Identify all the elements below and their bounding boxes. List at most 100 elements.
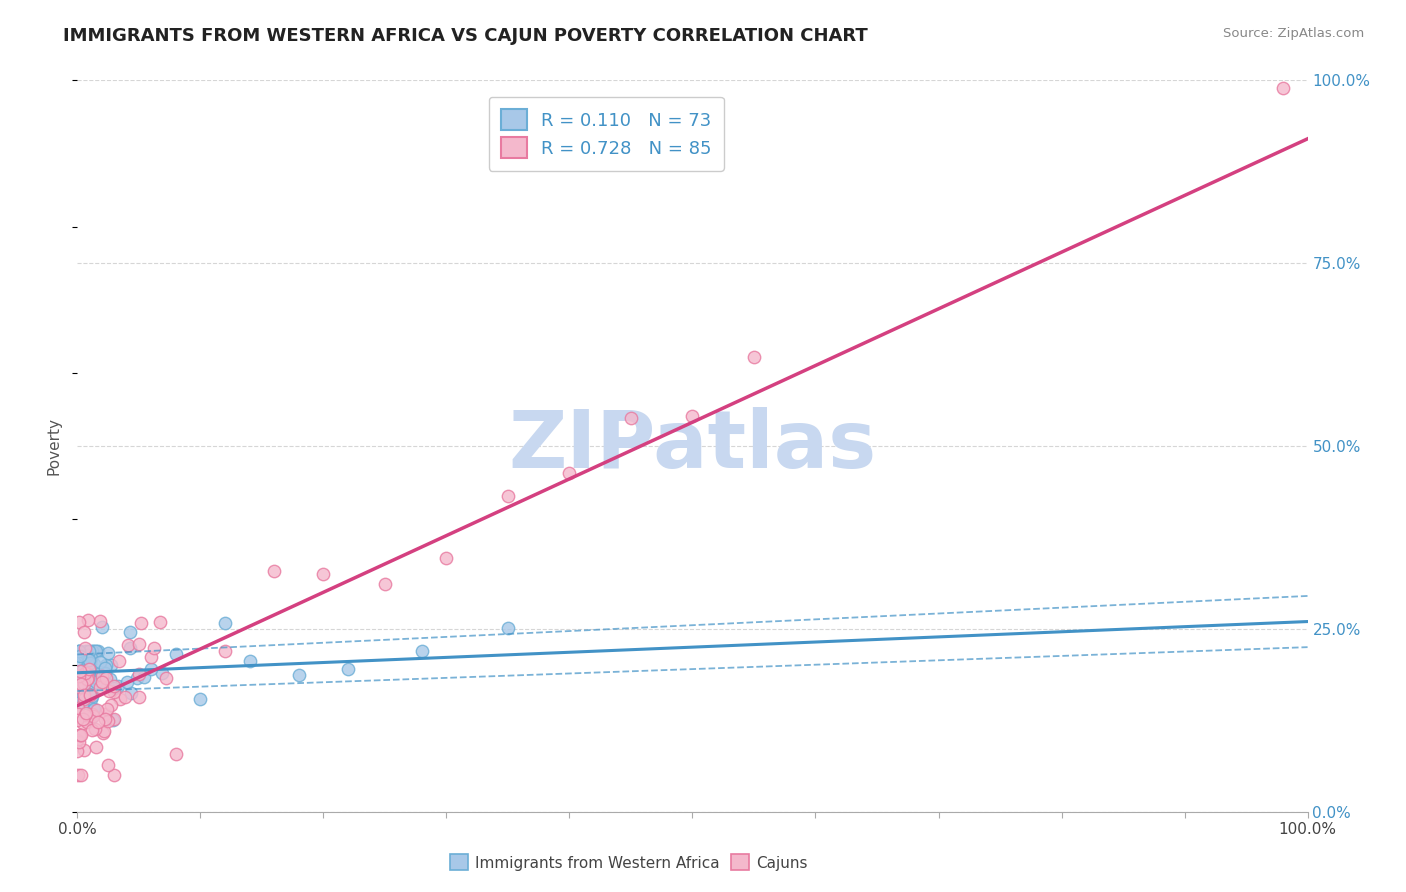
Point [118,641,141,656]
Point [73,666,96,681]
Point [73,625,96,640]
Point [79,692,101,706]
Point [76,672,98,686]
Point [70,768,93,782]
Point [79,663,101,677]
Point [115,674,138,689]
Point [73,691,96,706]
Point [91,726,114,740]
Point [108,691,131,706]
Point [67,707,90,722]
Point [77,671,100,685]
Point [94,712,117,726]
Point [83,657,105,671]
Point [79,656,101,670]
Point [67,653,90,667]
Point [66,696,89,710]
Point [83,722,105,736]
Point [72,696,94,710]
Text: Source: ZipAtlas.com: Source: ZipAtlas.com [1223,27,1364,40]
Point [80,689,103,703]
Point [77,668,100,682]
Point [73,688,96,702]
Point [82,709,104,723]
Point [84,740,107,755]
Point [90,665,112,679]
Point [67,644,90,658]
Point [76,670,98,684]
Point [149,615,172,629]
Point [96,702,118,716]
Text: Immigrants from Western Africa: Immigrants from Western Africa [475,855,720,871]
Point [97,714,120,728]
Point [72,663,94,677]
Point [558,466,581,480]
Y-axis label: Poverty: Poverty [46,417,62,475]
Point [72,687,94,701]
Point [76,667,98,681]
Point [117,638,139,652]
Point [75,644,97,658]
Point [89,614,111,628]
Point [131,615,153,630]
Point [67,644,90,658]
Point [82,702,104,716]
Point [103,713,125,727]
Point [103,768,125,782]
Point [89,655,111,669]
Point [72,713,94,727]
Point [86,644,108,658]
Point [411,644,433,658]
Point [94,707,117,722]
Text: IMMIGRANTS FROM WESTERN AFRICA VS CAJUN POVERTY CORRELATION CHART: IMMIGRANTS FROM WESTERN AFRICA VS CAJUN … [63,27,868,45]
Point [67,768,90,782]
Point [107,679,129,693]
Point [67,735,90,749]
Point [103,680,125,694]
Point [103,685,125,699]
Legend: R = 0.110   N = 73, R = 0.728   N = 85: R = 0.110 N = 73, R = 0.728 N = 85 [489,96,724,171]
Point [165,747,187,761]
Point [141,662,163,676]
Point [72,716,94,731]
Point [82,644,104,658]
Point [83,673,105,687]
Point [150,665,173,680]
Point [97,646,120,660]
Point [76,648,98,662]
Point [83,702,105,716]
Point [73,668,96,682]
Point [97,757,120,772]
Point [93,723,115,738]
Point [67,615,90,629]
Point [70,674,93,689]
Point [214,615,236,630]
Point [73,648,96,663]
Point [72,648,94,663]
Point [742,351,765,365]
Point [70,728,93,742]
Text: ZIPatlas: ZIPatlas [509,407,876,485]
Point [73,743,96,757]
Point [66,744,89,758]
Point [263,564,285,578]
Point [75,666,97,681]
Point [97,684,120,698]
Point [107,654,129,668]
Point [100,698,122,713]
Point [312,567,335,582]
Point [76,613,98,627]
Point [214,644,236,658]
Point [239,654,262,668]
Point [77,653,100,667]
Point [620,410,643,425]
Point [82,723,104,737]
Point [66,681,89,695]
Point [69,649,91,664]
Point [94,658,117,673]
Point [73,675,96,690]
Point [120,686,142,700]
Point [374,577,396,591]
Point [84,675,107,690]
Point [87,715,110,730]
